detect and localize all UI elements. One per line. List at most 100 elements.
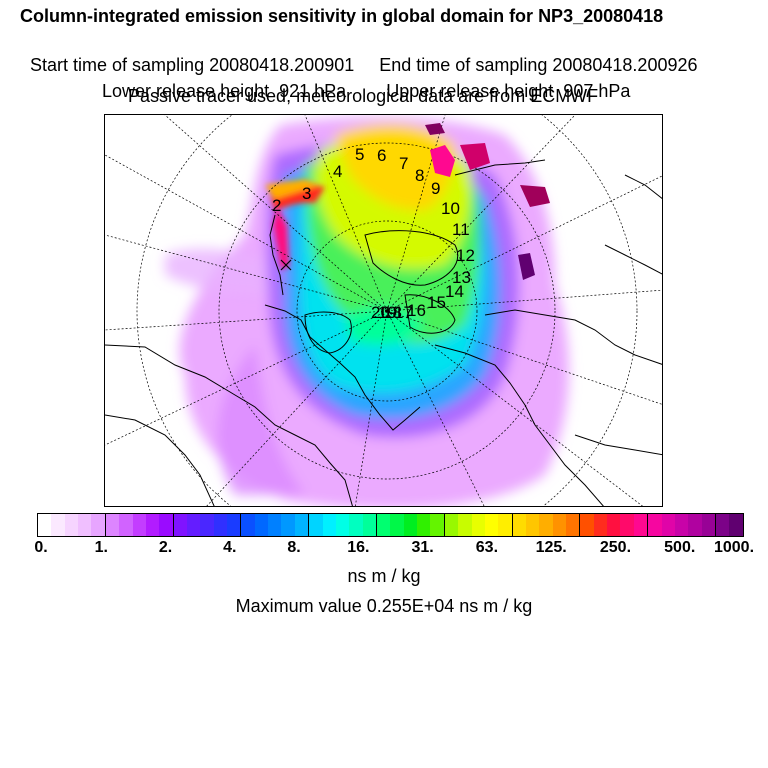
trajectory-label: 5 xyxy=(355,145,364,164)
colorbar xyxy=(37,513,744,537)
colorbar-tick-label: 4. xyxy=(223,539,237,556)
colorbar-segment xyxy=(64,514,79,536)
colorbar-segment xyxy=(403,514,418,536)
colorbar-segment xyxy=(213,514,228,536)
colorbar-unit: ns m / kg xyxy=(347,566,421,586)
release-heights: Lower release height 921 hPa Upper relea… xyxy=(92,60,630,102)
colorbar-segment xyxy=(362,514,377,536)
colorbar-segment xyxy=(661,514,675,536)
colorbar-segment xyxy=(227,514,242,536)
colorbar-tick-label: 31. xyxy=(411,539,434,556)
release-point-marker xyxy=(280,259,292,271)
trajectory-label: 9 xyxy=(431,179,440,198)
colorbar-segment xyxy=(268,514,282,536)
trajectory-label: 7 xyxy=(399,154,408,173)
colorbar-segment xyxy=(173,514,187,536)
colorbar-segment xyxy=(51,514,65,536)
colorbar-segment xyxy=(484,514,499,536)
colorbar-segment xyxy=(145,514,160,536)
colorbar-tick-labels: 0. 1. 2. 4. 8. 16. 31. 63. 125. 250. 500. 1000. xyxy=(0,539,768,561)
colorbar-segment xyxy=(376,514,391,536)
colorbar-segment xyxy=(552,514,567,536)
colorbar-segment xyxy=(525,514,540,536)
colorbar-segment xyxy=(186,514,201,536)
colorbar-tick-label: 1. xyxy=(94,539,108,556)
colorbar-segment xyxy=(633,514,649,536)
colorbar-segment xyxy=(119,514,133,536)
colorbar-segment xyxy=(566,514,581,536)
colorbar-tick-label: 250. xyxy=(599,539,632,556)
colorbar-tick-label: 8. xyxy=(287,539,301,556)
trajectory-label: 8 xyxy=(415,166,424,185)
colorbar-segment xyxy=(200,514,214,536)
trajectory-label: 15 xyxy=(427,293,446,312)
colorbar-segment xyxy=(512,514,526,536)
release-core xyxy=(265,179,325,269)
colorbar-segment xyxy=(322,514,336,536)
colorbar-segment xyxy=(539,514,553,536)
colorbar-segment xyxy=(281,514,295,536)
colorbar-segment xyxy=(159,514,174,536)
colorbar-segment xyxy=(715,514,730,536)
trajectory-label: 16 xyxy=(407,301,426,320)
colorbar-segment xyxy=(648,514,662,536)
colorbar-segment xyxy=(132,514,146,536)
colorbar-segment xyxy=(593,514,608,536)
colorbar-segment xyxy=(498,514,513,536)
colorbar-tick-label: 2. xyxy=(158,539,173,556)
colorbar-segment xyxy=(458,514,472,536)
colorbar-segment xyxy=(444,514,459,536)
trajectory-label: 14 xyxy=(445,282,464,301)
emission-sensitivity-map: 2 3 4 5 6 7 8 9 10 11 12 13 14 15 16 17 … xyxy=(104,114,663,507)
figure-title: Column-integrated emission sensitivity i… xyxy=(20,6,664,26)
colorbar-tick-label: 500. xyxy=(664,539,696,556)
colorbar-segment xyxy=(309,514,323,536)
trajectory-label: 20 xyxy=(371,303,390,322)
trajectory-label: 11 xyxy=(452,220,470,239)
speckle-clusters xyxy=(425,123,550,280)
trajectory-label: 3 xyxy=(302,184,311,203)
colorbar-segment xyxy=(729,514,743,536)
upper-release-label: Upper release height 907 hPa xyxy=(386,81,631,101)
colorbar-segment xyxy=(105,514,120,536)
colorbar-segment xyxy=(241,514,255,536)
tracer-note: Passive tracer used, meteorological data… xyxy=(128,86,599,106)
colorbar-segment xyxy=(430,514,445,536)
trajectory-label: 4 xyxy=(333,162,342,181)
trajectory-label: 17 xyxy=(394,303,413,322)
colorbar-segment xyxy=(254,514,269,536)
colorbar-segment xyxy=(580,514,594,536)
trajectory-label: 13 xyxy=(452,268,471,287)
trajectory-label: 6 xyxy=(377,146,386,165)
colorbar-segment xyxy=(701,514,716,536)
trajectory-label: 10 xyxy=(441,199,460,218)
end-time-label: End time of sampling 20080418.200926 xyxy=(379,55,698,75)
trajectory-label: 2 xyxy=(272,196,281,215)
maximum-value-text: Maximum value 0.255E+04 ns m / kg xyxy=(235,596,533,616)
colorbar-tick-label: 125. xyxy=(535,539,567,556)
colorbar-segment xyxy=(294,514,310,536)
colorbar-tick-label: 63. xyxy=(475,539,499,556)
colorbar-segment xyxy=(390,514,404,536)
colorbar-segment xyxy=(38,514,52,536)
colorbar-segment xyxy=(78,514,92,536)
trajectory-label: 12 xyxy=(456,246,475,265)
coastlines xyxy=(105,159,662,506)
colorbar-segment xyxy=(688,514,702,536)
colorbar-segment xyxy=(674,514,689,536)
trajectory-label: 19 xyxy=(378,303,397,322)
colorbar-segment xyxy=(607,514,621,536)
colorbar-segment xyxy=(417,514,431,536)
sampling-times: Start time of sampling 20080418.200901 E… xyxy=(20,34,698,76)
colorbar-segment xyxy=(91,514,106,536)
colorbar-tick-label: 1000. xyxy=(713,539,755,556)
trajectory-labels: 2 3 4 5 6 7 8 9 10 11 12 13 14 15 16 17 … xyxy=(272,145,475,322)
trajectory-label: 18 xyxy=(383,303,402,322)
colorbar-tick-label: 0. xyxy=(34,539,48,556)
colorbar-segment xyxy=(349,514,363,536)
start-time-label: Start time of sampling 20080418.200901 xyxy=(30,55,355,75)
colorbar-tick-label: 16. xyxy=(347,539,370,556)
colorbar-segment xyxy=(335,514,350,536)
lower-release-label: Lower release height 921 hPa xyxy=(102,81,347,101)
colorbar-segment xyxy=(471,514,485,536)
